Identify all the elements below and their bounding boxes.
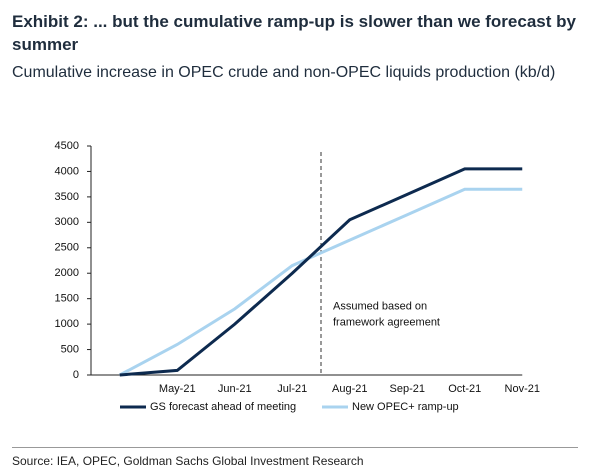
y-tick-label: 2000 [55,267,79,279]
y-tick-label: 3500 [55,191,79,203]
x-tick-label: Jun-21 [218,383,252,395]
series-line [119,187,523,377]
x-tick-label: Jul-21 [277,383,307,395]
annotation-line: Assumed based on [333,300,427,312]
annotation-line: framework agreement [333,316,440,328]
x-tick-label: Sep-21 [390,383,425,395]
chart: 0 500 1000 1500 2000 2500 3000 3500 4000 4500 May-… [55,140,540,413]
chart-subtitle: Cumulative increase in OPEC crude and no… [12,64,556,81]
legend-label: New OPEC+ ramp-up [352,401,459,413]
y-tick-label: 2500 [55,242,79,254]
divider [12,447,578,448]
series-line [119,167,523,377]
x-tick-label: Nov-21 [505,383,540,395]
source-note: Source: IEA, OPEC, Goldman Sachs Global … [12,454,364,468]
y-tick-label: 4000 [55,165,79,177]
y-tick-label: 1000 [55,318,79,330]
y-tick-label: 500 [61,343,79,355]
annotation: Assumed based on framework agreement [333,300,440,328]
y-tick-label: 0 [73,369,79,381]
chart-title: Exhibit 2: ... but the cumulative ramp-u… [12,12,576,54]
legend-label: GS forecast ahead of meeting [150,401,296,413]
x-tick-label: May-21 [159,383,196,395]
x-tick-label: Aug-21 [332,383,367,395]
y-tick-label: 4500 [55,140,79,152]
x-tick-label: Oct-21 [448,383,481,395]
y-tick-label: 3000 [55,216,79,228]
y-tick-label: 1500 [55,293,79,305]
